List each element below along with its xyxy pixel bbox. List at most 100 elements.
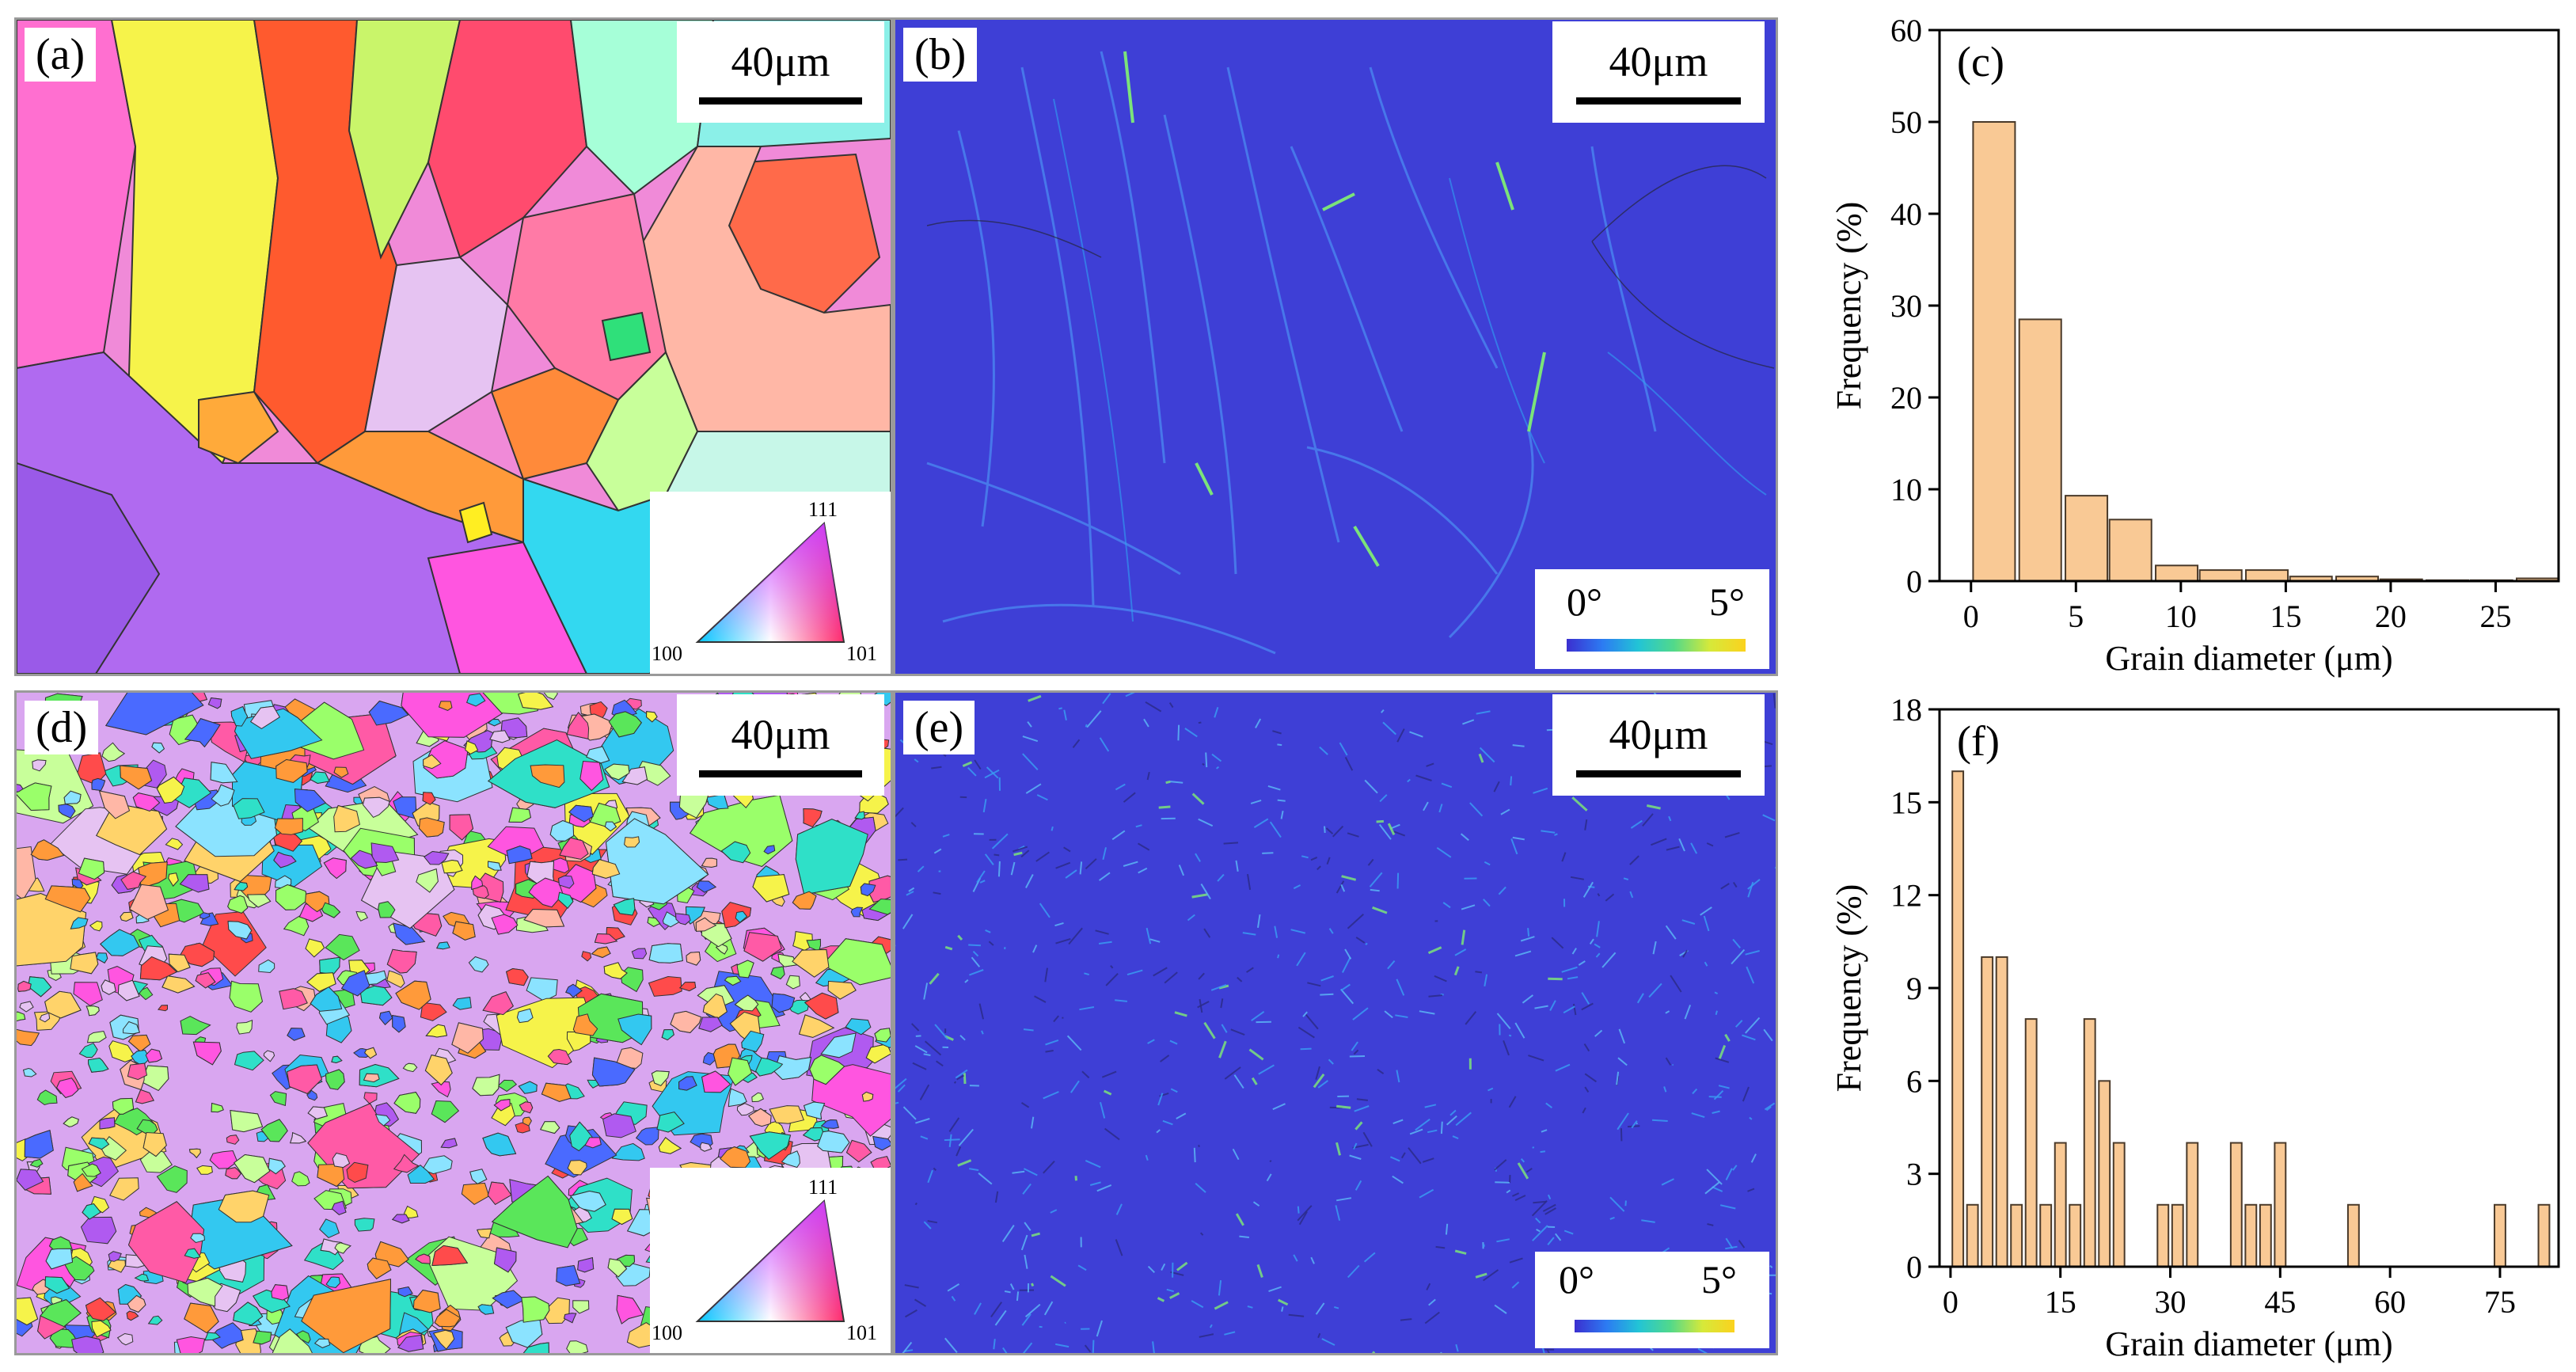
- x-tick-label: 30: [2155, 1284, 2187, 1320]
- y-tick-label: 10: [1890, 472, 1922, 507]
- panel-label-d: (d): [25, 701, 99, 754]
- bar-1: [1966, 1203, 1979, 1267]
- x-tick-label: 20: [2375, 599, 2407, 634]
- bar-4: [2010, 1203, 2023, 1267]
- ipf-triangle-d: [695, 1199, 845, 1322]
- bar-17: [2259, 1203, 2272, 1267]
- bar-6: [2039, 1203, 2053, 1267]
- panel-label: (f): [1957, 717, 2000, 765]
- x-tick-label: 5: [2068, 599, 2084, 634]
- y-tick-label: 15: [1890, 785, 1922, 820]
- ipf-label-111: 111: [808, 498, 838, 521]
- y-tick-label: 12: [1890, 878, 1922, 914]
- colorbar-max-label-e: 5°: [1701, 1257, 1737, 1302]
- y-axis-label: Frequency (%): [1829, 202, 1868, 410]
- colorbar-gradient-e: [1575, 1320, 1734, 1332]
- colorbar-max-label-b: 5°: [1709, 580, 1745, 624]
- bar-3: [1995, 956, 2008, 1267]
- ipf-legend-d: 111 100 101: [650, 1168, 891, 1353]
- kam-map-b-lines: [926, 51, 1775, 655]
- x-tick-label: 60: [2374, 1284, 2406, 1320]
- bar-6: [2245, 569, 2289, 583]
- scale-bar-d: 40μm: [677, 694, 884, 796]
- bar-5: [2198, 569, 2243, 583]
- scale-bar-b: 40μm: [1552, 21, 1765, 123]
- histogram-c-svg: 0 5 10 15 20 25 0 10 20 30 40 50 60 Grain diameter (μ…: [1829, 13, 2560, 678]
- y-tick-label: 18: [1890, 692, 1922, 728]
- bar-19: [2346, 1203, 2360, 1267]
- x-tick-label: 15: [2045, 1284, 2076, 1320]
- ipf-grain-map-a: [17, 20, 891, 674]
- y-tick-label: 60: [1890, 13, 1922, 48]
- bar-7: [2054, 1142, 2067, 1267]
- scale-bar-line-d: [699, 770, 862, 777]
- ebsd-ipf-map-a: (a) 40μm 111 100 101: [14, 17, 893, 676]
- bar-13: [2171, 1203, 2184, 1267]
- ipf-legend-a: 111 100 101: [650, 492, 891, 674]
- colorbar-min-label-b: 0°: [1567, 580, 1602, 624]
- bar-16: [2244, 1203, 2258, 1267]
- bar-4: [2155, 564, 2199, 583]
- x-tick-label: 0: [1943, 1284, 1959, 1320]
- y-tick-label: 0: [1906, 564, 1922, 599]
- ipf-label-101: 101: [846, 642, 877, 665]
- scale-bar-a: 40μm: [677, 21, 884, 123]
- panel-label-e: (e): [903, 701, 975, 754]
- ebsd-kam-map-b: (b) 40μm 0° 5°: [893, 17, 1778, 676]
- bar-9: [2083, 1018, 2096, 1267]
- bar-1: [2018, 318, 2062, 582]
- x-tick-label: 0: [1963, 599, 1979, 634]
- scale-bar-e: 40μm: [1552, 694, 1765, 796]
- panel-label-b: (b): [903, 28, 978, 82]
- ipf-grain-map-d: [17, 693, 891, 1353]
- ipf-label-111: 111: [808, 1176, 838, 1199]
- bar-3: [2108, 519, 2152, 583]
- y-tick-label: 0: [1906, 1249, 1922, 1285]
- x-axis-label: Grain diameter (μm): [2105, 639, 2392, 678]
- y-axis-label: Frequency (%): [1829, 884, 1868, 1093]
- y-tick-label: 40: [1890, 196, 1922, 232]
- bar-11: [2112, 1142, 2126, 1267]
- y-tick-label: 20: [1890, 380, 1922, 416]
- scale-bar-label-e: 40μm: [1609, 711, 1708, 758]
- colorbar-min-label-e: 0°: [1559, 1257, 1594, 1302]
- panel-label-a: (a): [25, 28, 97, 82]
- scale-bar-line-b: [1576, 97, 1741, 105]
- y-tick-label: 50: [1890, 105, 1922, 140]
- bar-8: [2069, 1203, 2082, 1267]
- kam-colorbar-b: 0° 5°: [1535, 569, 1769, 669]
- bar-0: [1951, 770, 1965, 1267]
- bar-10: [2098, 1080, 2111, 1268]
- ebsd-kam-map-e: (e) 40μm 0° 5°: [893, 690, 1778, 1355]
- scale-bar-label-d: 40μm: [731, 711, 830, 758]
- bar-15: [2229, 1142, 2243, 1267]
- bar-14: [2186, 1142, 2199, 1267]
- y-tick-label: 6: [1906, 1063, 1922, 1099]
- panel-label-bg: [1951, 716, 2027, 766]
- bar-12: [2156, 1203, 2170, 1267]
- x-tick-label: 10: [2165, 599, 2197, 634]
- ebsd-ipf-map-d: (d) 40μm 111 100 101: [14, 690, 893, 1355]
- bar-20: [2494, 1203, 2506, 1267]
- bars: [1951, 770, 2551, 1268]
- y-tick-label: 9: [1906, 971, 1922, 1006]
- bar-0: [1972, 121, 2016, 582]
- panel-label-bg: [1951, 36, 2027, 87]
- scale-bar-line-a: [699, 97, 862, 105]
- x-tick-label: 45: [2264, 1284, 2296, 1320]
- bars: [1972, 121, 2559, 583]
- panel-label: (c): [1957, 38, 2004, 86]
- x-axis-label: Grain diameter (μm): [2105, 1324, 2392, 1363]
- x-tick-label: 15: [2270, 599, 2301, 634]
- ipf-triangle-a: [695, 521, 845, 643]
- kam-colorbar-e: 0° 5°: [1535, 1252, 1769, 1348]
- bar-5: [2024, 1018, 2038, 1267]
- scale-bar-label-b: 40μm: [1609, 38, 1708, 86]
- histogram-f-svg: 0 15 30 45 60 75 0 3 6 9 12 15 18 Grain diameter (μm)…: [1829, 692, 2560, 1363]
- histogram-c: 0 5 10 15 20 25 0 10 20 30 40 50 60 Grain diameter (μ…: [1791, 0, 2576, 681]
- scale-bar-label-a: 40μm: [731, 38, 830, 86]
- y-tick-label: 3: [1906, 1157, 1922, 1192]
- bar-2: [2065, 495, 2109, 582]
- ipf-label-101: 101: [846, 1321, 877, 1344]
- ipf-label-100: 100: [652, 1321, 682, 1344]
